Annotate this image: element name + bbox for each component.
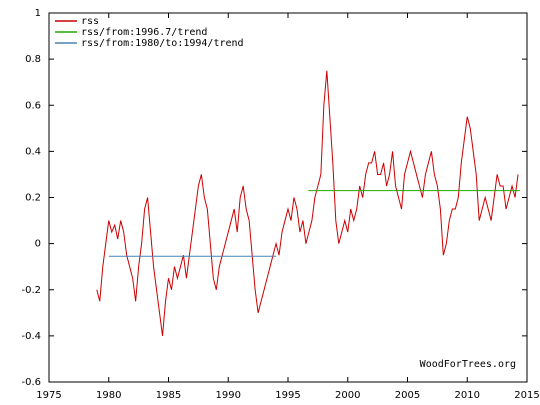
y-tick-label: 1: [35, 8, 41, 19]
legend-label: rss/from:1980/to:1994/trend: [81, 38, 244, 49]
series-line: [96, 70, 519, 336]
x-tick-label: 1995: [275, 390, 300, 401]
y-tick-label: -0.6: [21, 377, 41, 388]
legend-label: rss/from:1996.7/trend: [81, 27, 207, 38]
y-tick-label: 0.6: [25, 100, 41, 111]
x-tick-label: 2000: [335, 390, 360, 401]
x-tick-label: 2005: [395, 390, 420, 401]
legend-label: rss: [81, 16, 99, 27]
annotation: WoodForTrees.org: [420, 359, 516, 370]
y-tick-label: -0.2: [21, 285, 41, 296]
y-tick-label: 0.2: [25, 193, 41, 204]
y-tick-label: 0: [35, 239, 41, 250]
x-tick-label: 2010: [455, 390, 480, 401]
plot-frame: [48, 12, 528, 383]
y-tick-label: 0.8: [25, 54, 41, 65]
y-tick-label: -0.4: [21, 331, 41, 342]
x-tick-label: 1975: [36, 390, 61, 401]
x-tick-label: 1985: [156, 390, 181, 401]
x-tick-label: 1990: [216, 390, 241, 401]
y-tick-label: 0.4: [25, 146, 41, 157]
x-tick-label: 1980: [96, 390, 121, 401]
x-tick-label: 2015: [514, 390, 539, 401]
